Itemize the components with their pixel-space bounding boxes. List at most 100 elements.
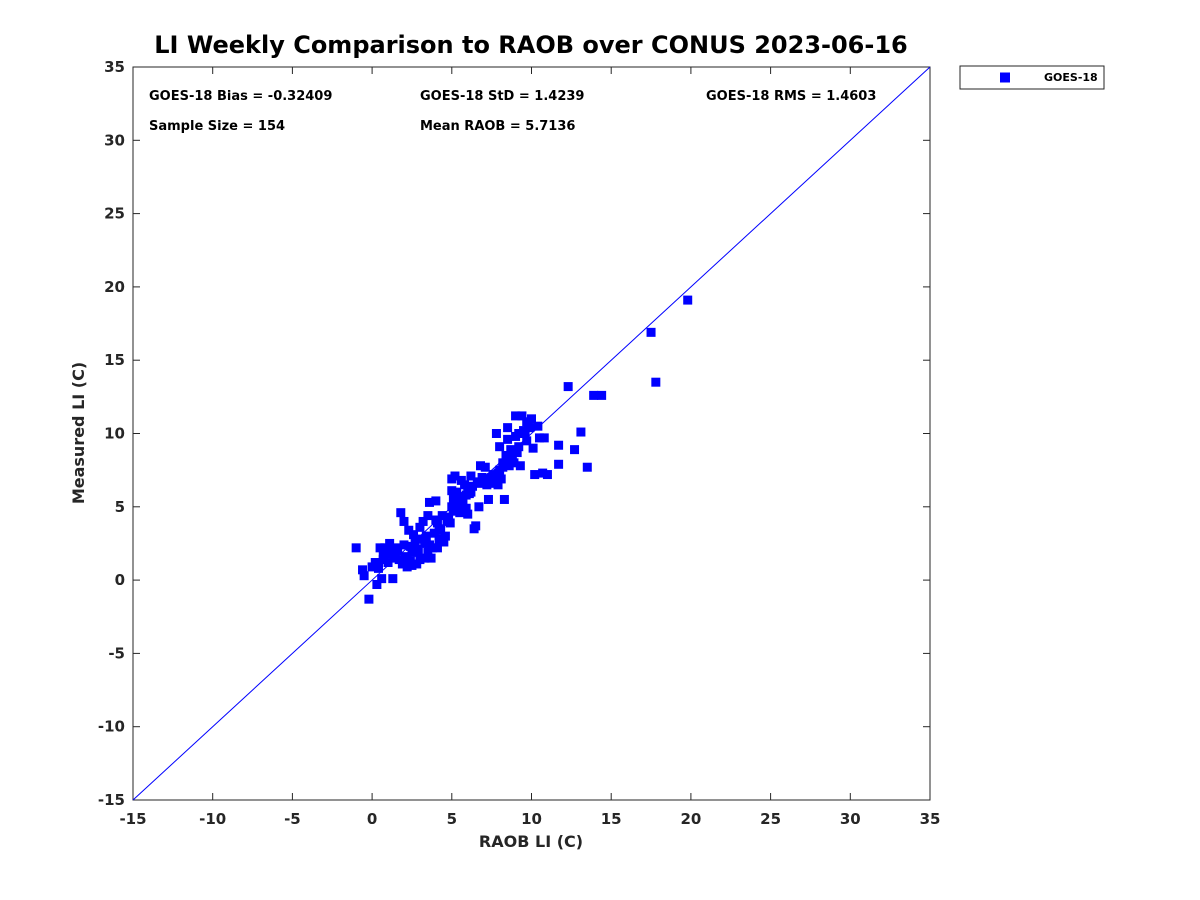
data-point — [421, 531, 431, 541]
data-point — [472, 477, 482, 487]
data-point — [506, 445, 516, 455]
data-point — [485, 475, 495, 485]
y-tick-label: -10 — [98, 718, 125, 736]
data-point — [538, 468, 548, 478]
data-point — [563, 382, 573, 392]
bias-annotation: GOES-18 Bias = -0.32409 — [149, 89, 332, 104]
std-annotation: GOES-18 StD = 1.4239 — [420, 89, 584, 104]
data-point — [496, 474, 506, 484]
data-point — [410, 537, 420, 547]
data-point — [503, 423, 513, 433]
data-point — [389, 553, 399, 563]
data-point — [483, 494, 493, 504]
data-point — [488, 470, 498, 480]
data-point — [397, 559, 407, 569]
data-point — [514, 442, 524, 452]
data-point — [517, 411, 527, 421]
rms-annotation: GOES-18 RMS = 1.4603 — [706, 89, 876, 104]
data-point — [402, 562, 412, 572]
data-point — [491, 429, 501, 438]
data-point — [468, 481, 478, 491]
data-point — [429, 528, 439, 538]
data-point — [450, 471, 460, 481]
data-point — [533, 421, 543, 431]
data-point — [432, 543, 442, 553]
data-point — [597, 390, 607, 400]
x-tick-label: 0 — [367, 810, 377, 828]
data-point — [576, 427, 586, 437]
x-tick-label: 5 — [447, 810, 457, 828]
y-tick-label: 30 — [104, 131, 125, 149]
data-point — [461, 490, 471, 500]
data-point — [554, 440, 564, 450]
data-point — [651, 377, 661, 387]
x-tick-label: 35 — [920, 810, 941, 828]
data-point — [420, 538, 430, 548]
data-point — [399, 516, 409, 526]
y-tick-label: 25 — [104, 205, 125, 223]
data-point — [375, 543, 385, 553]
data-point — [423, 511, 433, 521]
data-point — [407, 560, 417, 570]
data-point — [434, 534, 444, 544]
data-point — [386, 546, 396, 556]
x-tick-label: -5 — [284, 810, 301, 828]
data-point — [474, 502, 484, 512]
data-point — [515, 461, 525, 471]
y-tick-label: -15 — [98, 791, 125, 809]
data-point — [519, 426, 529, 436]
data-point — [512, 448, 522, 458]
data-point — [412, 544, 422, 554]
data-point — [570, 445, 580, 455]
data-point — [359, 571, 369, 581]
data-point — [458, 500, 468, 510]
data-point — [440, 531, 450, 541]
data-point — [447, 486, 457, 496]
data-point — [542, 470, 552, 480]
sample-size-annotation: Sample Size = 154 — [149, 119, 285, 134]
x-tick-label: -10 — [199, 810, 226, 828]
y-tick-label: 15 — [104, 351, 125, 369]
data-point — [495, 442, 505, 452]
data-point — [539, 433, 549, 443]
data-point — [525, 423, 535, 433]
data-point — [507, 450, 517, 460]
data-point — [477, 472, 487, 482]
one-to-one-line — [132, 66, 931, 801]
data-point — [528, 443, 538, 453]
data-point — [404, 525, 414, 535]
data-point — [372, 579, 382, 589]
x-tick-label: 30 — [840, 810, 861, 828]
data-point — [378, 555, 388, 565]
y-axis-label: Measured LI (C) — [69, 362, 88, 504]
data-point — [463, 509, 473, 519]
data-point — [402, 555, 412, 565]
x-tick-label: 20 — [680, 810, 701, 828]
data-point — [399, 540, 409, 550]
x-tick-label: 15 — [601, 810, 622, 828]
data-point — [405, 541, 415, 551]
data-point — [415, 555, 425, 565]
data-point — [501, 450, 511, 460]
data-point — [503, 434, 513, 444]
data-point — [466, 487, 476, 497]
data-point — [499, 494, 509, 504]
data-point — [534, 433, 544, 443]
axes: -15 -10 -5 0 5 10 15 20 25 30 35 -15 -10 -5 0 5 10 15 20 25… — [98, 58, 941, 828]
data-point — [442, 516, 452, 526]
data-point — [455, 508, 465, 518]
data-point — [373, 560, 383, 570]
legend-marker — [1000, 72, 1010, 83]
data-point — [589, 390, 599, 400]
data-point — [527, 414, 536, 424]
x-tick-label: 10 — [521, 810, 542, 828]
data-point — [383, 558, 393, 568]
y-tick-label: 35 — [104, 58, 125, 76]
data-point — [393, 546, 403, 556]
data-point — [396, 508, 406, 518]
data-point — [439, 537, 449, 547]
data-point — [554, 459, 564, 469]
data-point — [432, 518, 442, 528]
data-point — [504, 461, 514, 471]
data-point — [431, 496, 441, 506]
